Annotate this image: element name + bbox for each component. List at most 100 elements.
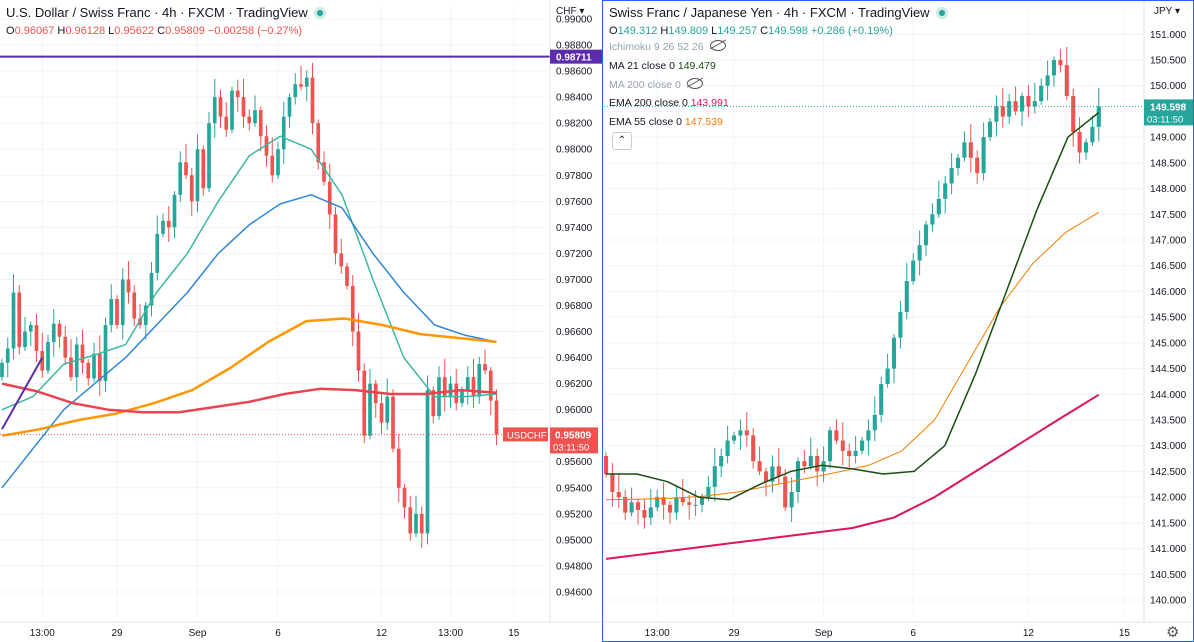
left-candle-body bbox=[57, 323, 62, 337]
right-candle-body bbox=[770, 466, 775, 482]
left-candle-body bbox=[431, 390, 436, 417]
left-candle-body bbox=[212, 97, 217, 124]
left-trendline bbox=[1, 357, 44, 430]
left-candle-body bbox=[299, 84, 303, 87]
left-candle-body bbox=[264, 136, 269, 156]
right-y-tick-label: 147.500 bbox=[1150, 210, 1187, 221]
left-candle-body bbox=[51, 323, 56, 342]
right-candle-body bbox=[674, 497, 679, 513]
left-ma-blue-line bbox=[1, 194, 497, 489]
right-y-tick-label: 146.000 bbox=[1150, 287, 1187, 298]
left-candle-body bbox=[161, 220, 165, 234]
left-time-axis[interactable]: 13:00 29 Sep 6 12 13:00 15 bbox=[0, 621, 602, 639]
indicator-ma200[interactable]: MA 200 close 0 bbox=[609, 78, 703, 92]
left-price-axis[interactable]: 0.94600 0.94800 0.95000 0.95200 0.95400 0.956… bbox=[549, 0, 593, 622]
left-candle-body bbox=[97, 353, 102, 382]
gear-icon[interactable]: ⚙ bbox=[1166, 624, 1180, 641]
right-y-tick-label: 141.000 bbox=[1150, 544, 1187, 555]
indicator-ma21[interactable]: MA 21 close 0 149.479 bbox=[609, 59, 716, 73]
right-candle-body bbox=[783, 476, 788, 508]
left-candle-body bbox=[454, 383, 459, 404]
ohlc-open: 149.312 bbox=[617, 25, 658, 37]
right-candle-body bbox=[827, 430, 833, 462]
right-time-axis[interactable]: 13:00 29 Sep 6 12 15 bbox=[604, 621, 1194, 639]
right-candle-body bbox=[655, 497, 660, 508]
right-plot-area[interactable] bbox=[603, 46, 1144, 560]
left-candle-body bbox=[276, 149, 280, 176]
right-candle-body bbox=[1058, 60, 1063, 66]
left-currency-label: CHF ▾ bbox=[556, 6, 584, 17]
left-y-tick-label: 0.98000 bbox=[556, 145, 593, 156]
left-y-tick-label: 0.94800 bbox=[556, 561, 593, 572]
right-y-tick-label: 143.000 bbox=[1150, 441, 1187, 452]
left-candle-body bbox=[235, 90, 240, 98]
left-candle-body bbox=[425, 390, 430, 534]
left-y-tick-label: 0.95000 bbox=[556, 535, 593, 546]
left-plot-area[interactable] bbox=[0, 55, 550, 549]
left-candle-body bbox=[166, 220, 171, 228]
indicator-ema200[interactable]: EMA 200 close 0 143.991 bbox=[609, 96, 729, 110]
right-ohlc: O149.312 H149.809 L149.257 C149.598 +0.2… bbox=[609, 22, 948, 40]
right-candle-body bbox=[943, 183, 948, 199]
left-candle-body bbox=[494, 400, 499, 435]
right-candle-body bbox=[738, 430, 743, 436]
left-chart-title[interactable]: U.S. Dollar / Swiss Franc · 4h · FXCM · … bbox=[6, 5, 308, 20]
right-candle-body bbox=[731, 435, 737, 441]
left-candle-body bbox=[80, 344, 85, 363]
collapse-legend-button[interactable]: ⌃ bbox=[612, 132, 632, 150]
right-candle-body bbox=[898, 312, 903, 338]
right-ema55-line bbox=[605, 211, 1100, 501]
right-candle-body bbox=[603, 456, 609, 474]
right-y-tick-label: 150.500 bbox=[1150, 56, 1187, 67]
right-y-tick-label: 145.000 bbox=[1150, 338, 1187, 349]
left-y-tick-label: 0.98400 bbox=[556, 93, 593, 104]
market-status-icon[interactable] bbox=[935, 7, 948, 19]
hidden-eye-icon[interactable] bbox=[686, 78, 703, 89]
indicator-ema55[interactable]: EMA 55 close 0 147.539 bbox=[609, 115, 723, 129]
left-x-tick-label: 12 bbox=[376, 628, 388, 639]
right-currency-label: JPY ▾ bbox=[1154, 6, 1180, 17]
right-candle-body bbox=[962, 142, 967, 158]
right-candle-body bbox=[840, 440, 845, 451]
market-status-icon[interactable] bbox=[313, 7, 326, 19]
left-candle-body bbox=[143, 305, 148, 326]
left-candle-body bbox=[23, 331, 27, 348]
hidden-eye-icon[interactable] bbox=[709, 40, 726, 51]
right-candle-body bbox=[648, 507, 653, 518]
left-y-tick-label: 0.97600 bbox=[556, 197, 593, 208]
right-candle-body bbox=[955, 157, 961, 168]
ohlc-low: 149.257 bbox=[717, 25, 758, 37]
left-x-tick-label: 15 bbox=[508, 628, 520, 639]
ohlc-change: +0.286 (+0.19%) bbox=[810, 25, 893, 37]
left-candle-body bbox=[126, 279, 131, 293]
left-countdown-tag: 03:11:50 bbox=[553, 442, 589, 453]
right-candle-body bbox=[930, 214, 935, 225]
indicator-value: 149.479 bbox=[677, 60, 716, 72]
right-y-tick-label: 142.500 bbox=[1150, 467, 1187, 478]
left-candle-body bbox=[270, 155, 275, 176]
left-candle-body bbox=[350, 285, 355, 332]
left-gridlines bbox=[0, 6, 548, 618]
right-candle-body bbox=[1096, 106, 1101, 127]
right-candle-body bbox=[1071, 96, 1076, 132]
left-candle-body bbox=[92, 353, 96, 379]
right-candle-body bbox=[847, 450, 852, 456]
indicator-ichimoku[interactable]: Ichimoku 9 26 52 26 bbox=[609, 40, 726, 54]
right-candle-body bbox=[923, 224, 929, 246]
right-chart-title[interactable]: Swiss Franc / Japanese Yen · 4h · FXCM ·… bbox=[609, 5, 930, 20]
right-candle-body bbox=[872, 414, 877, 431]
ohlc-high-label: H bbox=[660, 25, 669, 37]
left-candle-body bbox=[230, 90, 234, 130]
ohlc-close: 149.598 bbox=[768, 25, 808, 37]
line-price-tag-bg bbox=[550, 49, 602, 64]
ohlc-low: 0.95622 bbox=[114, 25, 155, 37]
left-candle-body bbox=[442, 377, 447, 397]
right-ma21-line bbox=[606, 111, 1100, 501]
left-candle-body bbox=[40, 351, 45, 371]
left-x-tick-label: 13:00 bbox=[438, 628, 463, 639]
right-price-axis[interactable]: 140.000 140.500 141.000 141.500 142.000 142.5… bbox=[1143, 0, 1187, 622]
right-x-tick-label: 6 bbox=[910, 628, 916, 639]
left-ma-red-line bbox=[1, 382, 497, 414]
right-candle-body bbox=[616, 492, 621, 498]
